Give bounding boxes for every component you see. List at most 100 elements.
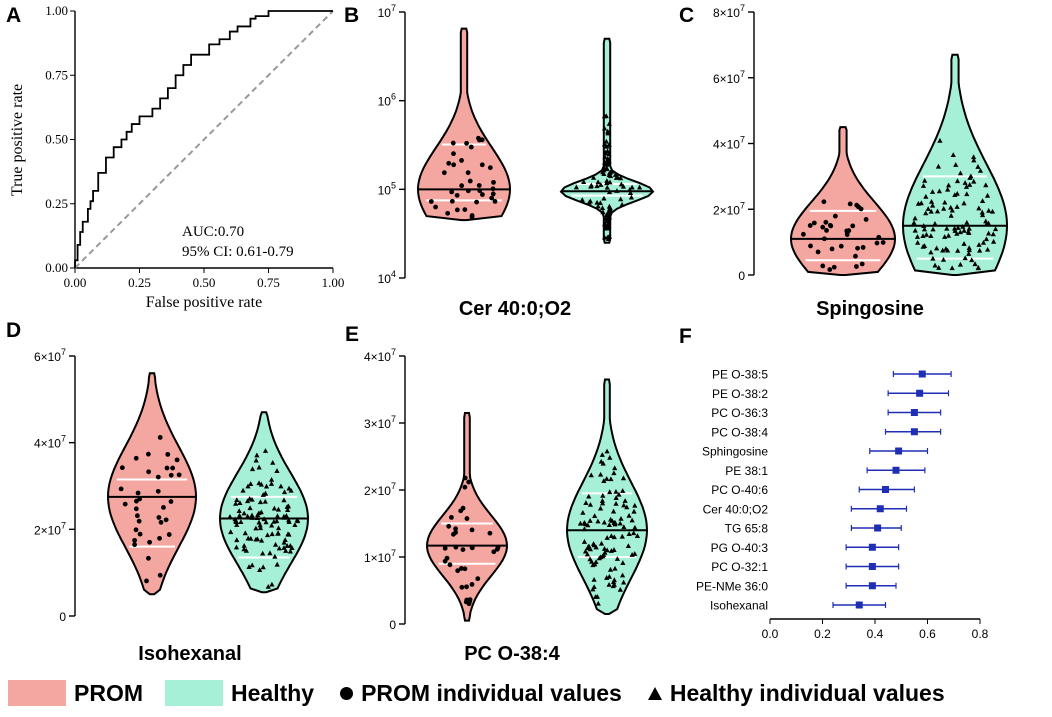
roc-x-tick-label: 0.50 bbox=[193, 275, 216, 290]
healthy-individual-value bbox=[258, 537, 265, 543]
healthy-individual-value bbox=[966, 247, 972, 253]
prom-individual-value bbox=[487, 165, 493, 171]
healthy-individual-value bbox=[233, 518, 239, 524]
prom-individual-value bbox=[464, 584, 469, 590]
prom-individual-value bbox=[475, 576, 481, 582]
healthy-individual-value bbox=[583, 500, 589, 505]
healthy-individual-value bbox=[945, 182, 952, 188]
prom-individual-value bbox=[134, 498, 139, 504]
forest-point bbox=[918, 370, 926, 378]
legend-prom-label: PROM bbox=[74, 679, 143, 706]
prom-individual-value bbox=[821, 199, 827, 205]
healthy-individual-value bbox=[294, 517, 300, 522]
roc-ylabel: True positive rate bbox=[9, 84, 26, 196]
healthy-individual-value bbox=[600, 492, 606, 498]
panel-c-title: Spingosine bbox=[816, 298, 924, 320]
healthy-individual-value bbox=[249, 466, 256, 472]
prom-individual-value bbox=[163, 517, 169, 523]
prom-individual-value bbox=[822, 236, 827, 242]
prom-individual-value bbox=[459, 158, 464, 163]
healthy-individual-value bbox=[244, 498, 251, 504]
prom-individual-value bbox=[850, 223, 856, 229]
healthy-individual-value bbox=[951, 225, 958, 231]
forest-row-label: PC O-40:6 bbox=[711, 483, 768, 497]
healthy-individual-value bbox=[983, 236, 990, 242]
prom-individual-value bbox=[449, 198, 455, 204]
healthy-individual-value bbox=[608, 516, 614, 522]
healthy-individual-value bbox=[234, 497, 240, 502]
prom-individual-value bbox=[155, 488, 161, 494]
healthy-individual-value bbox=[966, 230, 972, 236]
healthy-individual-value bbox=[599, 452, 605, 457]
healthy-individual-value bbox=[606, 522, 612, 528]
healthy-individual-value bbox=[612, 520, 618, 526]
prom-individual-value bbox=[847, 201, 853, 207]
prom-individual-value bbox=[491, 549, 497, 555]
healthy-individual-value bbox=[932, 262, 938, 268]
prom-individual-value bbox=[479, 162, 485, 168]
healthy-individual-value bbox=[628, 194, 635, 200]
healthy-individual-value bbox=[253, 525, 259, 531]
forest-point bbox=[916, 389, 924, 397]
forest-point bbox=[892, 466, 900, 474]
prom-individual-value bbox=[137, 531, 143, 537]
prom-individual-value bbox=[446, 523, 452, 529]
prom-individual-value bbox=[465, 188, 471, 194]
healthy-individual-value bbox=[607, 489, 613, 495]
healthy-individual-value bbox=[579, 197, 585, 202]
prom-individual-value bbox=[853, 253, 858, 259]
prom-violin bbox=[416, 27, 512, 222]
healthy-individual-value bbox=[284, 543, 290, 548]
forest-x-tick-label: 0.8 bbox=[972, 627, 989, 641]
healthy-individual-value bbox=[601, 478, 607, 483]
prom-individual-value bbox=[155, 474, 161, 480]
healthy-individual-value bbox=[270, 459, 276, 465]
healthy-individual-value bbox=[620, 572, 626, 578]
healthy-individual-value bbox=[593, 544, 599, 550]
healthy-individual-value bbox=[928, 249, 934, 255]
prom-individual-value bbox=[815, 249, 821, 255]
prom-individual-value bbox=[458, 566, 464, 571]
prom-individual-value bbox=[462, 566, 468, 572]
prom-individual-value bbox=[450, 140, 456, 146]
healthy-individual-value bbox=[611, 581, 617, 587]
forest-row-label: Isohexanal bbox=[710, 599, 768, 613]
healthy-individual-value bbox=[590, 541, 597, 546]
forest-row-label: PE O-38:5 bbox=[712, 368, 768, 382]
healthy-individual-value bbox=[590, 586, 596, 592]
healthy-individual-value bbox=[960, 223, 966, 229]
healthy-individual-value bbox=[610, 579, 617, 585]
healthy-individual-value bbox=[943, 246, 949, 251]
healthy-individual-value bbox=[275, 525, 282, 531]
healthy-individual-value bbox=[934, 208, 941, 214]
prom-individual-value bbox=[176, 472, 182, 478]
healthy-individual-value bbox=[585, 522, 591, 528]
prom-individual-value bbox=[491, 179, 496, 185]
healthy-individual-value bbox=[594, 593, 601, 599]
roc-y-tick-label: 1.00 bbox=[45, 3, 68, 18]
healthy-individual-value bbox=[600, 553, 606, 559]
prom-individual-value bbox=[469, 527, 475, 533]
healthy-individual-value bbox=[274, 513, 281, 519]
prom-individual-value bbox=[442, 558, 448, 564]
prom-individual-value bbox=[469, 545, 475, 550]
healthy-individual-value bbox=[594, 199, 600, 205]
healthy-individual-value bbox=[979, 212, 986, 218]
roc-ci-annotation: 95% CI: 0.61-0.79 bbox=[182, 244, 294, 260]
healthy-individual-value bbox=[227, 513, 233, 519]
healthy-individual-value bbox=[245, 535, 251, 541]
healthy-individual-value bbox=[272, 553, 278, 559]
healthy-individual-value bbox=[921, 223, 927, 228]
healthy-individual-value bbox=[269, 531, 275, 537]
healthy-individual-value bbox=[969, 257, 975, 263]
healthy-individual-value bbox=[603, 113, 609, 119]
healthy-individual-value bbox=[233, 500, 239, 506]
healthy-individual-value bbox=[249, 515, 255, 520]
circle-icon bbox=[340, 686, 354, 700]
panel-e-title: PC O-38:4 bbox=[464, 643, 560, 665]
healthy-individual-value bbox=[961, 241, 967, 246]
healthy-individual-value bbox=[254, 515, 260, 521]
healthy-individual-value bbox=[594, 183, 600, 189]
legend-prom-points-label: PROM individual values bbox=[361, 679, 622, 706]
roc-diagonal bbox=[74, 10, 334, 269]
